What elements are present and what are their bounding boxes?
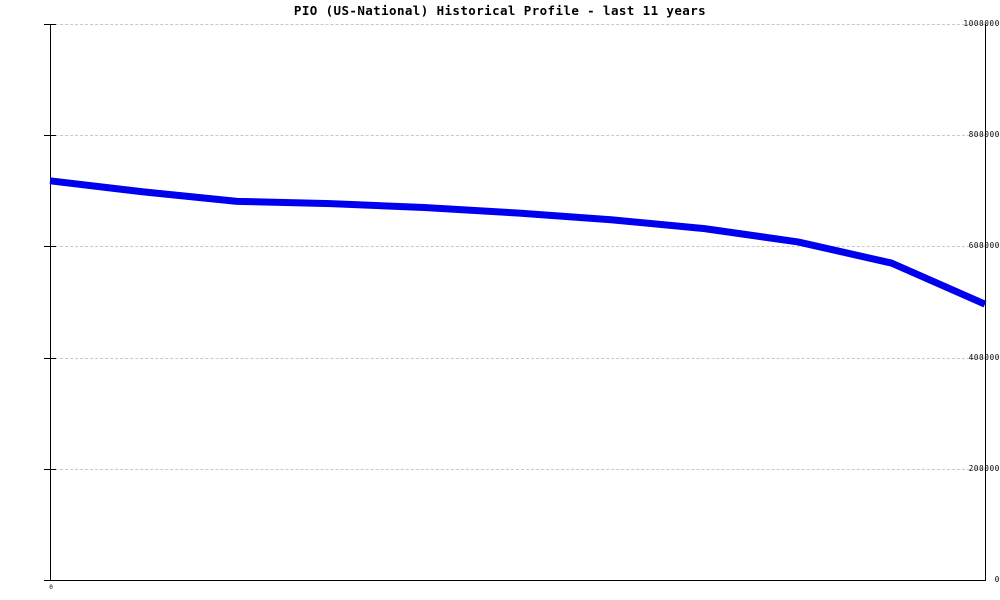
gridline-y-800000	[50, 135, 985, 137]
chart-title: PIO (US-National) Historical Profile - l…	[293, 3, 707, 18]
y-axis-tick-mark-800000	[44, 135, 56, 137]
y-axis-tick-mark-400000	[44, 357, 56, 359]
y-axis-tick-label-800000: 800000	[968, 130, 1000, 140]
y-axis-tick-mark-0	[44, 580, 56, 581]
y-axis-tick-mark-1000000	[44, 24, 56, 25]
x-axis-line	[50, 580, 986, 581]
y-axis-tick-label-1000000: 1000000	[963, 19, 1000, 28]
gridline-y-200000	[50, 468, 985, 470]
gridline-y-400000	[50, 357, 985, 359]
y-axis-tick-mark-200000	[44, 468, 56, 470]
gridline-y-600000	[50, 246, 985, 248]
gridline-y-1000000	[50, 24, 985, 25]
y-axis-tick-label-600000: 600000	[968, 241, 1000, 251]
plot-right-border	[985, 24, 986, 581]
line-series-pio	[49, 177, 987, 308]
y-axis-tick-label-400000: 400000	[968, 352, 1000, 362]
y-axis-tick-label-0: 0	[994, 575, 1000, 584]
y-axis-line	[50, 24, 51, 581]
x-axis-tick-label-0: 0	[49, 584, 53, 591]
y-axis-tick-label-200000: 200000	[968, 463, 1000, 473]
y-axis-tick-mark-600000	[44, 246, 56, 248]
